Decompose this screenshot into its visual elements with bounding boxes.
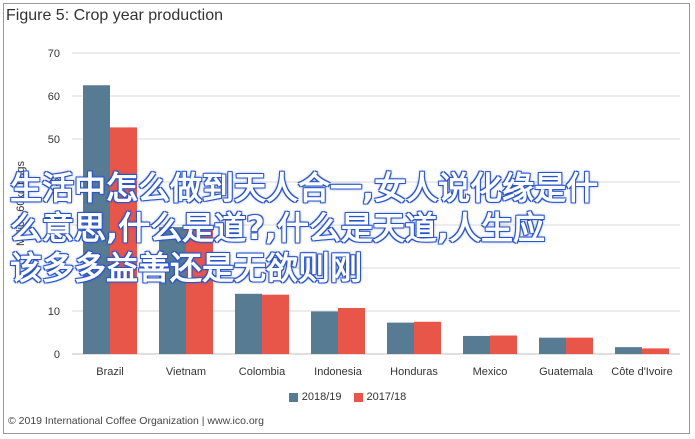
x-tick-label: Brazil: [96, 366, 124, 378]
bar: [262, 294, 289, 354]
bar: [235, 293, 262, 354]
bar: [186, 229, 213, 354]
y-axis-label: Million 60kg bags: [15, 161, 27, 246]
y-tick-label: 70: [48, 48, 60, 60]
bar: [83, 85, 110, 354]
chart-frame: [3, 3, 690, 434]
bar: [387, 322, 414, 354]
chart-title: Figure 5: Crop year production: [6, 7, 223, 24]
bar: [338, 307, 365, 354]
y-tick-label: 0: [54, 349, 60, 361]
overlay-line: 生活中怎么做到天人合一,女人说化缘是什: [10, 169, 599, 207]
bar: [159, 227, 186, 354]
chart-legend: 2018/19 2017/18: [0, 391, 695, 405]
x-tick-label: Côte d'Ivoire: [611, 366, 672, 378]
x-tick-label: Colombia: [239, 366, 286, 378]
bar: [414, 321, 441, 354]
x-tick-label: Mexico: [473, 366, 508, 378]
x-tick-label: Indonesia: [314, 366, 363, 378]
x-tick-label: Guatemala: [539, 366, 594, 378]
bar: [463, 335, 490, 354]
bar: [642, 348, 669, 354]
bar: [539, 337, 566, 354]
legend-label: 2017/18: [366, 391, 407, 403]
bar: [311, 311, 338, 354]
y-tick-label: 40: [48, 177, 60, 189]
overlay-text: 生活中怎么做到天人合一,女人说化缘是什 么意思,什么是道?,什么是天道,人生应 …: [10, 168, 690, 288]
x-tick-label: Vietnam: [166, 366, 206, 378]
y-tick-label: 20: [48, 263, 60, 275]
y-tick-label: 10: [48, 306, 60, 318]
footer-credit: © 2019 International Coffee Organization…: [8, 415, 264, 427]
overlay-line: 么意思,什么是道?,什么是天道,人生应: [10, 209, 546, 247]
bar: [615, 347, 642, 354]
bar: [490, 335, 517, 354]
y-tick-label: 30: [48, 220, 60, 232]
bar: [110, 127, 137, 354]
x-tick-label: Honduras: [390, 366, 438, 378]
legend-item: 2017/18: [353, 391, 407, 403]
legend-swatch: [353, 392, 363, 402]
legend-item: 2018/19: [288, 391, 342, 403]
y-tick-label: 60: [48, 91, 60, 103]
legend-swatch: [288, 392, 298, 402]
legend-label: 2018/19: [301, 391, 342, 403]
bar: [566, 337, 593, 354]
overlay-line: 该多多益善还是无欲则刚: [10, 249, 363, 287]
y-tick-label: 50: [48, 134, 60, 146]
